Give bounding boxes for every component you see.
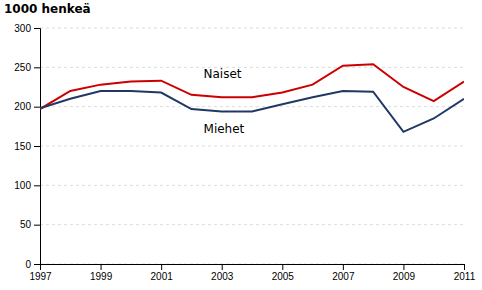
- tick-mark: [34, 225, 40, 226]
- tick-label: 2007: [332, 271, 355, 282]
- tick-label: 0: [25, 259, 31, 270]
- tick: 2005: [272, 264, 295, 282]
- tick: 100: [14, 180, 40, 191]
- tick-mark: [282, 264, 283, 270]
- tick-label: 1997: [29, 271, 52, 282]
- axis-line: [41, 265, 465, 271]
- tick-mark: [343, 264, 344, 270]
- grid-line: [40, 185, 464, 186]
- tick-mark: [403, 264, 404, 270]
- y-axis: 0 50 100 150 200 250 300: [14, 23, 40, 270]
- chart: 1000 henkeä 1997 1999 2001 2003 2005 2007 2009 2…: [0, 0, 482, 290]
- tick-mark: [222, 264, 223, 270]
- grid-line: [40, 28, 464, 29]
- grid-line: [40, 224, 464, 225]
- tick-label: 250: [14, 62, 31, 73]
- tick-label: 2001: [151, 271, 174, 282]
- tick: 50: [20, 219, 40, 230]
- tick-mark: [34, 67, 40, 68]
- tick-label: 50: [20, 219, 32, 230]
- tick: 250: [14, 62, 40, 73]
- tick-label: 2009: [393, 271, 416, 282]
- tick: 2009: [393, 264, 416, 282]
- tick-mark: [101, 264, 102, 270]
- series-line: [40, 91, 464, 132]
- inline-label: Naiset: [204, 67, 242, 81]
- tick: 1997: [29, 264, 52, 282]
- tick: 0: [25, 259, 40, 270]
- tick-mark: [161, 264, 162, 270]
- tick: 2003: [211, 264, 234, 282]
- tick-label: 1999: [90, 271, 113, 282]
- grid-line: [40, 146, 464, 147]
- x-axis: 1997 1999 2001 2003 2005 2007 2009 2011: [29, 264, 475, 282]
- series-line: [40, 64, 464, 109]
- tick-mark: [464, 264, 465, 270]
- tick: 2001: [151, 264, 174, 282]
- grid: [40, 28, 464, 264]
- grid-line: [40, 67, 464, 68]
- tick-mark: [34, 264, 40, 265]
- tick-mark: [34, 146, 40, 147]
- tick: 2011: [454, 264, 476, 282]
- tick: 1999: [90, 264, 113, 282]
- tick-label: 150: [14, 141, 31, 152]
- tick-label: 300: [14, 23, 31, 34]
- tick-label: 100: [14, 180, 31, 191]
- tick: 150: [14, 141, 40, 152]
- tick: 200: [14, 101, 40, 112]
- tick-label: 2011: [454, 271, 476, 282]
- tick-mark: [34, 185, 40, 186]
- tick-label: 2005: [272, 271, 295, 282]
- y-axis-title: 1000 henkeä: [4, 2, 91, 16]
- tick-mark: [34, 107, 40, 108]
- grid-line: [40, 106, 464, 107]
- plot: 1997 1999 2001 2003 2005 2007 2009 2011 0 50 100 15…: [14, 23, 475, 282]
- axis-line: [34, 29, 41, 265]
- tick: 300: [14, 23, 40, 34]
- tick-mark: [34, 28, 40, 29]
- tick-label: 2003: [211, 271, 234, 282]
- inline-label: Miehet: [204, 122, 245, 136]
- tick: 2007: [332, 264, 355, 282]
- lines: [40, 64, 464, 132]
- tick-label: 200: [14, 101, 31, 112]
